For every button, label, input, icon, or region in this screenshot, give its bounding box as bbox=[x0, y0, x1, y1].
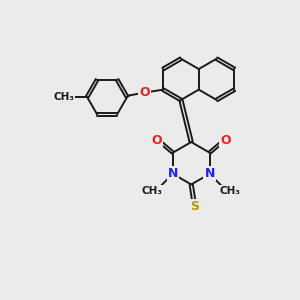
Text: N: N bbox=[168, 167, 178, 180]
Text: S: S bbox=[190, 200, 200, 213]
Text: CH₃: CH₃ bbox=[142, 186, 163, 196]
Text: CH₃: CH₃ bbox=[220, 186, 241, 196]
Text: O: O bbox=[152, 134, 162, 147]
Text: N: N bbox=[204, 167, 215, 180]
Text: O: O bbox=[220, 134, 231, 147]
Text: CH₃: CH₃ bbox=[54, 92, 75, 102]
Text: O: O bbox=[140, 86, 150, 99]
